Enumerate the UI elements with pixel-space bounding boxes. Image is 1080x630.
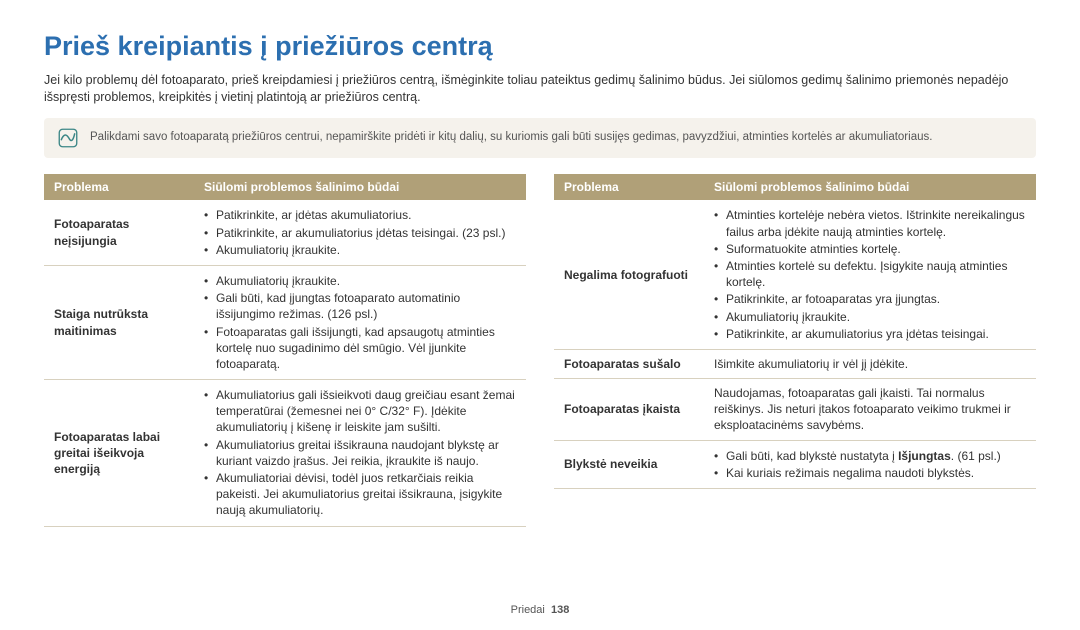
solution-cell: Naudojamas, fotoaparatas gali įkaisti. T… [704, 379, 1036, 441]
list-item: Fotoaparatas gali išsijungti, kad apsaug… [204, 324, 518, 373]
solution-cell: Atminties kortelėje nebėra vietos. Ištri… [704, 200, 1036, 349]
problem-cell: Fotoaparatas įkaista [554, 379, 704, 441]
table-row: Staiga nutrūksta maitinimasAkumuliatorių… [44, 265, 526, 379]
list-item: Akumuliatorių įkraukite. [204, 242, 518, 258]
table-row: Negalima fotografuoti Atminties kortelėje… [554, 200, 1036, 349]
problem-cell: Fotoaparatas labai greitai išeikvoja ene… [44, 380, 194, 527]
list-item: Patikrinkite, ar įdėtas akumuliatorius. [204, 207, 518, 223]
solution-cell: Išimkite akumuliatorių ir vėl jį įdėkite… [704, 349, 1036, 378]
table-row: Fotoaparatas labai greitai išeikvoja ene… [44, 380, 526, 527]
solution-text: Išimkite akumuliatorių ir vėl jį įdėkite… [714, 357, 908, 371]
list-item: Patikrinkite, ar akumuliatorius yra įdėt… [714, 326, 1028, 342]
page-title: Prieš kreipiantis į priežiūros centrą [44, 28, 1036, 64]
troubleshoot-table-right: Problema Siūlomi problemos šalinimo būda… [554, 174, 1036, 489]
problem-cell: Blykstė neveikia [554, 440, 704, 488]
list-item: Patikrinkite, ar akumuliatorius įdėtas t… [204, 225, 518, 241]
footer-section: Priedai [511, 604, 545, 616]
left-column: Problema Siūlomi problemos šalinimo būda… [44, 174, 526, 526]
solution-cell: Patikrinkite, ar įdėtas akumuliatorius. P… [194, 200, 526, 265]
list-item: Akumuliatorius gali išsieikvoti daug gre… [204, 387, 518, 436]
list-item: Suformatuokite atminties kortelę. [714, 241, 1028, 257]
list-item: Akumuliatorius greitai išsikrauna naudoj… [204, 437, 518, 469]
col-header-problem: Problema [44, 174, 194, 200]
list-item: Kai kuriais režimais negalima naudoti bl… [714, 465, 1028, 481]
note-icon [58, 128, 78, 148]
troubleshoot-table-left: Problema Siūlomi problemos šalinimo būda… [44, 174, 526, 526]
solution-cell: Akumuliatorius gali išsieikvoti daug gre… [194, 380, 526, 527]
table-row: Fotoaparatas sušalo Išimkite akumuliatori… [554, 349, 1036, 378]
list-item: Akumuliatorių įkraukite. [714, 309, 1028, 325]
col-header-solution: Siūlomi problemos šalinimo būdai [194, 174, 526, 200]
problem-cell: Negalima fotografuoti [554, 200, 704, 349]
solution-cell: Gali būti, kad blykstė nustatyta į Išjun… [704, 440, 1036, 488]
list-item: Akumuliatoriai dėvisi, todėl juos retkar… [204, 470, 518, 519]
list-item: Akumuliatorių įkraukite. [204, 273, 518, 289]
solution-list: Akumuliatorių įkraukite.Gali būti, kad į… [204, 273, 518, 372]
footer-page-number: 138 [551, 604, 569, 616]
list-item: Gali būti, kad blykstė nustatyta į Išjun… [714, 448, 1028, 464]
list-item: Atminties kortelėje nebėra vietos. Ištri… [714, 207, 1028, 239]
problem-cell: Staiga nutrūksta maitinimas [44, 265, 194, 379]
intro-paragraph: Jei kilo problemų dėl fotoaparato, prieš… [44, 72, 1036, 106]
list-item: Atminties kortelė su defektu. Įsigykite … [714, 258, 1028, 290]
table-row: Fotoaparatas neįsijungiaPatikrinkite, ar… [44, 200, 526, 265]
right-column: Problema Siūlomi problemos šalinimo būda… [554, 174, 1036, 526]
col-header-solution: Siūlomi problemos šalinimo būdai [704, 174, 1036, 200]
col-header-problem: Problema [554, 174, 704, 200]
solution-list: Gali būti, kad blykstė nustatyta į Išjun… [714, 448, 1028, 481]
solution-list: Akumuliatorius gali išsieikvoti daug gre… [204, 387, 518, 519]
page-footer: Priedai 138 [0, 603, 1080, 618]
table-row: Blykstė neveikia Gali būti, kad blykstė n… [554, 440, 1036, 488]
table-row: Fotoaparatas įkaistaNaudojamas, fotoapar… [554, 379, 1036, 441]
solution-text: Naudojamas, fotoaparatas gali įkaisti. T… [714, 386, 1011, 432]
content-columns: Problema Siūlomi problemos šalinimo būda… [44, 174, 1036, 526]
problem-cell: Fotoaparatas neįsijungia [44, 200, 194, 265]
list-item: Gali būti, kad įjungtas fotoaparato auto… [204, 290, 518, 322]
solution-list: Atminties kortelėje nebėra vietos. Ištri… [714, 207, 1028, 342]
solution-list: Patikrinkite, ar įdėtas akumuliatorius. P… [204, 207, 518, 258]
note-box: Palikdami savo fotoaparatą priežiūros ce… [44, 118, 1036, 158]
note-text: Palikdami savo fotoaparatą priežiūros ce… [90, 130, 932, 146]
list-item: Patikrinkite, ar fotoaparatas yra įjungt… [714, 291, 1028, 307]
problem-cell: Fotoaparatas sušalo [554, 349, 704, 378]
solution-cell: Akumuliatorių įkraukite.Gali būti, kad į… [194, 265, 526, 379]
